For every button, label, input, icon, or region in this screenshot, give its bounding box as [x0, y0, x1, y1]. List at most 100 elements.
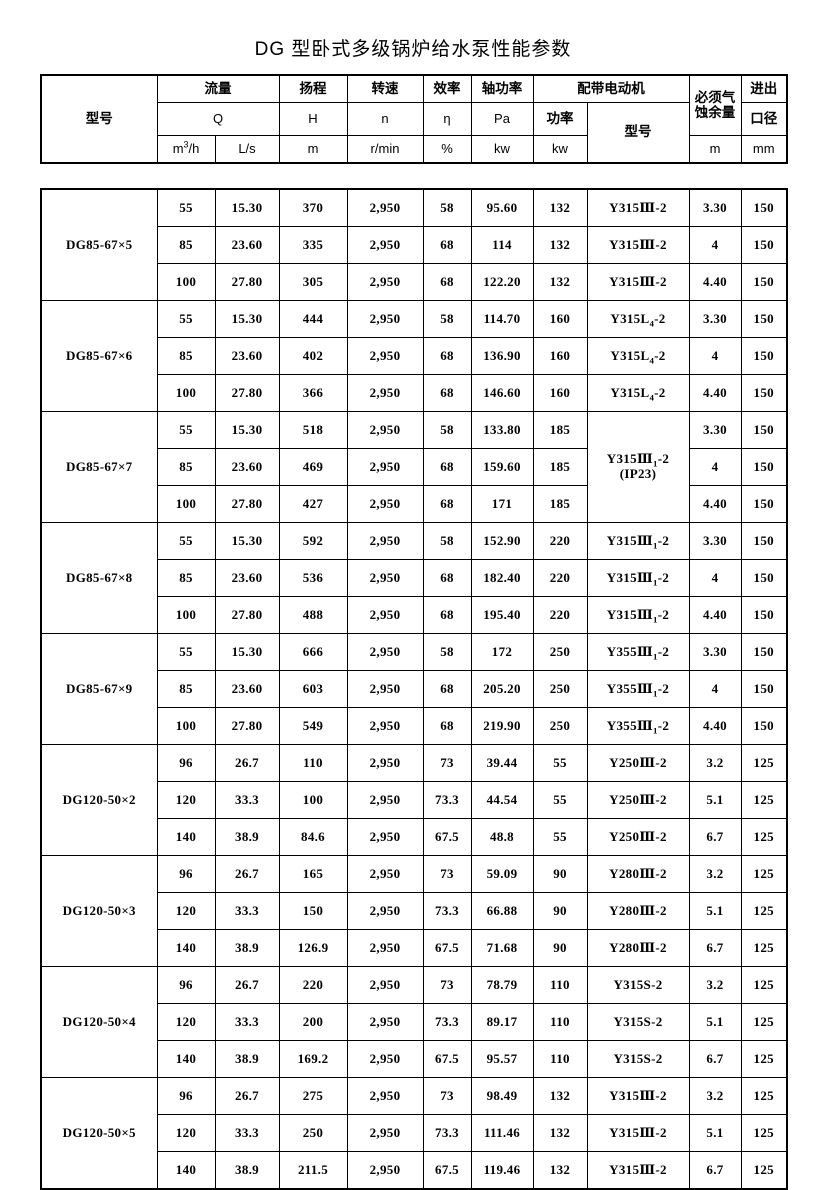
cell-speed: 2,950: [346, 818, 424, 856]
cell-bore: 150: [740, 670, 788, 708]
header-head: 扬程: [278, 74, 348, 103]
cell-head: 370: [278, 188, 348, 227]
cell-motor-power: 55: [532, 781, 588, 819]
cell-motor-power: 110: [532, 1003, 588, 1041]
cell-motor-model: Y280Ⅲ-2: [586, 892, 690, 930]
header-npsh-line2: 蚀余量: [694, 104, 736, 120]
cell-speed: 2,950: [346, 1040, 424, 1078]
cell-motor-model: Y315Ⅲ-2: [586, 226, 690, 264]
cell-flow-ls: 26.7: [214, 1077, 280, 1115]
table-row: DG85-67×7 55 15.30 518 2,950 58 133.80 185 Y315Ⅲ…: [40, 411, 788, 523]
cell-flow-ls: 15.30: [214, 411, 280, 449]
cell-head: 211.5: [278, 1151, 348, 1190]
cell-shaft-power: 182.40: [470, 559, 534, 597]
cell-head: 366: [278, 374, 348, 412]
cell-shaft-power: 98.49: [470, 1077, 534, 1115]
cell-npsh: 5.1: [688, 1003, 742, 1041]
unit-motor-power: kw: [532, 135, 588, 164]
cell-speed: 2,950: [346, 707, 424, 745]
cell-head: 100: [278, 781, 348, 819]
cell-flow-ls: 15.30: [214, 188, 280, 227]
cell-motor-model: Y315S-2: [586, 1003, 690, 1041]
cell-shaft-power: 146.60: [470, 374, 534, 412]
cell-efficiency: 68: [422, 596, 472, 634]
cell-shaft-power: 114.70: [470, 300, 534, 338]
cell-head: 84.6: [278, 818, 348, 856]
cell-motor-model: Y280Ⅲ-2: [586, 929, 690, 967]
cell-efficiency: 68: [422, 559, 472, 597]
unit-speed: r/min: [346, 135, 424, 164]
cell-motor-model: Y250Ⅲ-2: [586, 781, 690, 819]
cell-bore: 125: [740, 781, 788, 819]
cell-npsh: 3.2: [688, 966, 742, 1004]
cell-flow-m3h: 120: [156, 781, 216, 819]
cell-speed: 2,950: [346, 1003, 424, 1041]
cell-efficiency: 67.5: [422, 929, 472, 967]
header-npsh: 必须气 蚀余量: [688, 74, 742, 136]
table-row: 120 33.3 100 2,950 73.3 44.54 55 Y250Ⅲ-2 5.1 125: [41, 781, 788, 819]
cell-motor-power: 132: [532, 188, 588, 227]
cell-shaft-power: 66.88: [470, 892, 534, 930]
cell-shaft-power: 152.90: [470, 522, 534, 560]
header-speed: 转速: [346, 74, 424, 103]
cell-bore: 125: [740, 929, 788, 967]
cell-flow-m3h: 55: [156, 300, 216, 338]
pump-model-cell: DG120-50×3: [40, 855, 158, 967]
cell-speed: 2,950: [346, 744, 424, 782]
cell-npsh: 5.1: [688, 781, 742, 819]
cell-flow-ls: 27.80: [214, 485, 280, 523]
cell-motor-model: Y315S-2: [586, 966, 690, 1004]
cell-motor-model: Y315Ⅲ1-2: [586, 522, 690, 560]
cell-flow-ls: 33.3: [214, 781, 280, 819]
cell-motor-model: Y315Ⅲ1-2: [586, 596, 690, 634]
cell-flow-m3h: 120: [156, 1003, 216, 1041]
cell-flow-ls: 23.60: [214, 670, 280, 708]
cell-npsh: 5.1: [688, 892, 742, 930]
cell-shaft-power: 172: [470, 633, 534, 671]
cell-motor-power: 90: [532, 892, 588, 930]
cell-bore: 150: [740, 300, 788, 338]
cell-head: 275: [278, 1077, 348, 1115]
cell-bore: 150: [740, 485, 788, 523]
table-row: 120 33.3 150 2,950 73.3 66.88 90 Y280Ⅲ-2 5.1 125: [41, 892, 788, 930]
cell-shaft-power: 159.60: [470, 448, 534, 486]
cell-motor-model: Y315L4-2: [586, 374, 690, 412]
cell-motor-model: Y280Ⅲ-2: [586, 855, 690, 893]
cell-flow-m3h: 96: [156, 1077, 216, 1115]
cell-head: 200: [278, 1003, 348, 1041]
header-symbol-flow: Q: [156, 102, 280, 136]
cell-motor-power: 185: [532, 448, 588, 486]
cell-flow-m3h: 120: [156, 892, 216, 930]
pump-model-cell: DG85-67×6: [40, 300, 158, 412]
header-symbol-efficiency: η: [422, 102, 472, 136]
header-flow: 流量: [156, 74, 280, 103]
cell-head: 469: [278, 448, 348, 486]
table-row: DG85-67×5 55 15.30 370 2,950 58 95.60 132 Y315Ⅲ-…: [40, 188, 788, 301]
cell-npsh: 3.2: [688, 1077, 742, 1115]
header-symbol-head: H: [278, 102, 348, 136]
cell-npsh: 4: [688, 559, 742, 597]
cell-motor-power: 90: [532, 855, 588, 893]
header-shaft-power: 轴功率: [470, 74, 534, 103]
unit-flow-m3h: m3/h: [156, 135, 216, 164]
cell-head: 603: [278, 670, 348, 708]
cell-efficiency: 58: [422, 522, 472, 560]
cell-shaft-power: 95.57: [470, 1040, 534, 1078]
cell-shaft-power: 39.44: [470, 744, 534, 782]
cell-efficiency: 67.5: [422, 1151, 472, 1190]
table-row: 85 23.60 603 2,950 68 205.20 250 Y355Ⅲ1-2 4 150: [41, 670, 788, 708]
cell-speed: 2,950: [346, 633, 424, 671]
cell-speed: 2,950: [346, 1077, 424, 1115]
cell-head: 305: [278, 263, 348, 301]
cell-npsh: 3.30: [688, 300, 742, 338]
pump-model-cell: DG85-67×9: [40, 633, 158, 745]
cell-flow-ls: 33.3: [214, 1114, 280, 1152]
cell-flow-m3h: 85: [156, 670, 216, 708]
cell-speed: 2,950: [346, 892, 424, 930]
unit-efficiency: %: [422, 135, 472, 164]
cell-efficiency: 73.3: [422, 1003, 472, 1041]
cell-flow-m3h: 55: [156, 633, 216, 671]
cell-head: 444: [278, 300, 348, 338]
cell-npsh: 4.40: [688, 485, 742, 523]
cell-flow-ls: 33.3: [214, 1003, 280, 1041]
